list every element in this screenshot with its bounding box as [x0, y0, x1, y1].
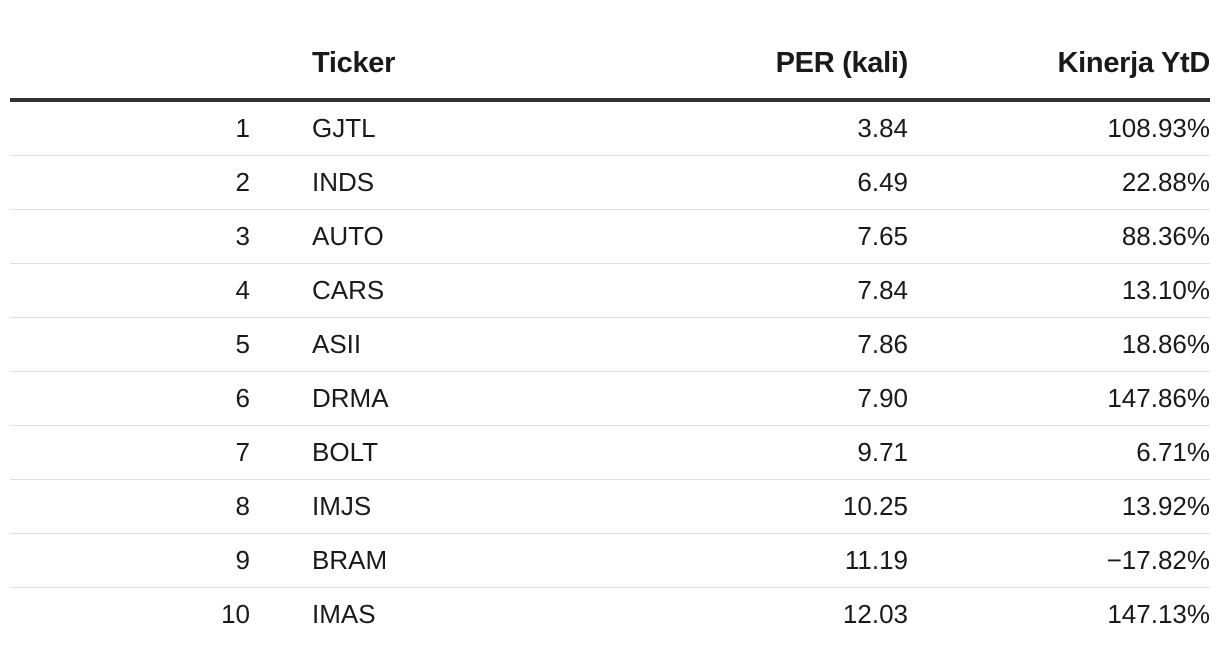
header-rank [10, 28, 250, 102]
cell-rank: 10 [221, 599, 250, 629]
cell-ytd: 22.88% [908, 155, 1210, 210]
table-row: 6 DRMA 7.90 147.86% [10, 371, 1210, 426]
cell-rank: 7 [10, 425, 250, 480]
table-row: 4 CARS 7.84 13.10% [10, 263, 1210, 318]
cell-spacer [250, 371, 312, 426]
cell-per: 7.86 [612, 317, 908, 372]
table-body: 1 GJTL 3.84 108.93% 2 INDS 6.49 22.88% 3 AUTO 7.65… [10, 100, 1210, 641]
cell-ytd: 18.86% [908, 317, 1210, 372]
cell-ticker: AUTO [312, 209, 612, 264]
cell-spacer [250, 317, 312, 372]
cell-rank: 4 [10, 263, 250, 318]
table-row: 8 IMJS 10.25 13.92% [10, 479, 1210, 534]
cell-rank: 9 [10, 533, 250, 588]
table-row: 7 BOLT 9.71 6.71% [10, 425, 1210, 480]
cell-spacer [250, 588, 312, 642]
table-row: 1 GJTL 3.84 108.93% [10, 100, 1210, 156]
cell-ytd: 108.93% [908, 100, 1210, 156]
cell-ticker: GJTL [312, 100, 612, 156]
cell-rank: 6 [10, 371, 250, 426]
cell-ticker: IMJS [312, 479, 612, 534]
cell-ytd: −17.82% [908, 533, 1210, 588]
header-spacer [250, 28, 312, 102]
cell-spacer [250, 479, 312, 534]
cell-per: 11.19 [612, 533, 908, 588]
cell-rank: 3 [10, 209, 250, 264]
cell-per: 10.25 [612, 479, 908, 534]
cell-ytd: 13.10% [908, 263, 1210, 318]
cell-spacer [250, 533, 312, 588]
table-row: 5 ASII 7.86 18.86% [10, 317, 1210, 372]
cell-ticker: IMAS [312, 599, 376, 629]
header-row: Ticker PER (kali) Kinerja YtD [10, 28, 1210, 102]
cell-rank: 1 [10, 100, 250, 156]
cell-spacer [250, 425, 312, 480]
cell-ticker: ASII [312, 317, 612, 372]
table-row: 9 BRAM 11.19 −17.82% [10, 533, 1210, 588]
cell-per: 3.84 [612, 100, 908, 156]
cell-per: 6.49 [612, 155, 908, 210]
header-per: PER (kali) [612, 28, 908, 102]
cell-spacer [250, 100, 312, 156]
cell-rank: 5 [10, 317, 250, 372]
cell-ticker: BRAM [312, 533, 612, 588]
cell-ytd: 6.71% [908, 425, 1210, 480]
header-ticker: Ticker [312, 28, 612, 102]
cell-ticker: BOLT [312, 425, 612, 480]
cell-per: 12.03 [842, 599, 908, 629]
cell-ticker: INDS [312, 155, 612, 210]
data-table-container: Ticker PER (kali) Kinerja YtD 1 GJTL 3.84 1… [10, 28, 1210, 641]
cell-per: 7.65 [612, 209, 908, 264]
cell-rank: 8 [10, 479, 250, 534]
cell-spacer [250, 209, 312, 264]
table-row: 3 AUTO 7.65 88.36% [10, 209, 1210, 264]
table-row: 2 INDS 6.49 22.88% [10, 155, 1210, 210]
header-ytd: Kinerja YtD [908, 28, 1210, 102]
cell-per: 7.84 [612, 263, 908, 318]
per-ytd-table: Ticker PER (kali) Kinerja YtD 1 GJTL 3.84 1… [10, 28, 1210, 641]
cell-per: 9.71 [612, 425, 908, 480]
cell-spacer [250, 155, 312, 210]
cell-spacer [250, 263, 312, 318]
cell-ytd: 13.92% [908, 479, 1210, 534]
cell-ytd: 147.86% [908, 371, 1210, 426]
cell-ticker: DRMA [312, 371, 612, 426]
table-row: 10 IMAS 12.03 147.13% [10, 588, 1210, 642]
cell-ytd: 88.36% [908, 209, 1210, 264]
cell-rank: 2 [10, 155, 250, 210]
table-header: Ticker PER (kali) Kinerja YtD [10, 28, 1210, 102]
cell-per: 7.90 [612, 371, 908, 426]
cell-ticker: CARS [312, 263, 612, 318]
cell-ytd: 147.13% [1107, 599, 1210, 629]
